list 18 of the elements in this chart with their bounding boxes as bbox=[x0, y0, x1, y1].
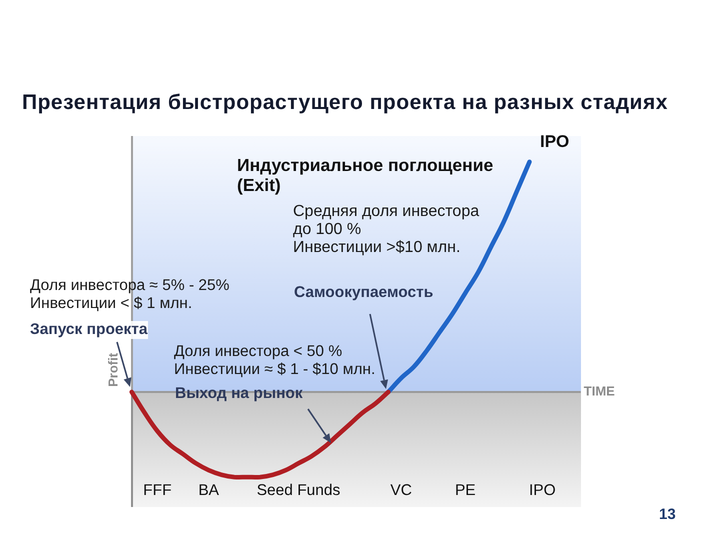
text: 13 bbox=[659, 506, 676, 524]
annotation: Запуск проекта bbox=[30, 321, 148, 339]
y-axis-title: Profit bbox=[105, 352, 120, 387]
x-tick-label: BA bbox=[198, 482, 220, 499]
x-tick-label: VC bbox=[390, 482, 412, 499]
annotation: Средняя доля инвестора до 100 % Инвестиции >$10 млн. bbox=[293, 203, 480, 257]
annotation: Индустриальное поглощение (Exit) bbox=[237, 155, 494, 195]
annotation: Выход на рынок bbox=[175, 385, 303, 403]
x-tick-label: Seed Funds bbox=[256, 482, 341, 499]
x-tick-label: FFF bbox=[143, 482, 172, 499]
text: IPO bbox=[540, 132, 570, 152]
x-axis-title: TIME bbox=[584, 384, 616, 399]
annotation: Самоокупаемость bbox=[294, 284, 434, 302]
annotation: Доля инвестора < 50 % Инвестиции ≈ $ 1 - $10 млн. bbox=[174, 343, 376, 379]
annotation: Доля инвестора ≈ 5% - 25% Инвестиции < $ 1 млн. bbox=[30, 277, 230, 313]
chart-title: Презентация быстрорастущего проекта на разных стадиях bbox=[22, 91, 668, 115]
x-tick-label: IPO bbox=[528, 482, 556, 499]
x-tick-label: PE bbox=[454, 482, 476, 499]
